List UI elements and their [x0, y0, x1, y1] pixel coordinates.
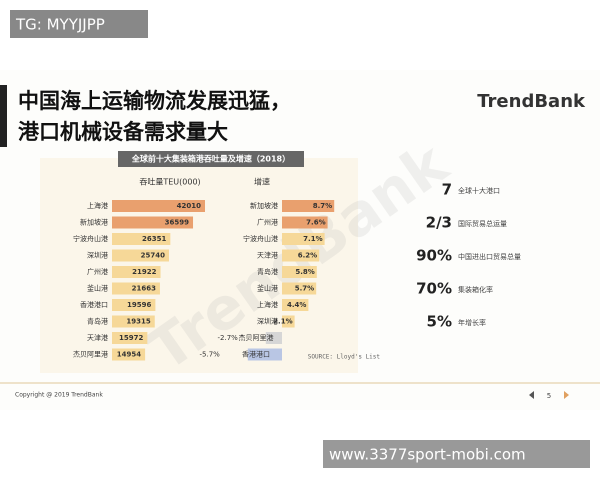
port-label: 新加坡港	[80, 218, 108, 227]
port-label: 上海港	[87, 201, 108, 210]
banner-text: www.3377sport-mobi.com	[329, 446, 526, 464]
bar	[112, 315, 155, 328]
bar	[282, 299, 309, 311]
value-label: 25740	[141, 252, 165, 260]
value-label: 15972	[119, 334, 143, 342]
stat-value: 70%	[416, 280, 452, 298]
bar	[112, 299, 156, 311]
bar	[282, 266, 317, 278]
column-header: 增速	[254, 177, 270, 187]
bar	[112, 348, 146, 361]
title-marker	[0, 85, 7, 147]
value-label: 7.6%	[306, 219, 325, 227]
bar	[112, 266, 161, 278]
title-line: 中国海上运输物流发展迅猛，	[18, 89, 291, 113]
value-label: 14954	[117, 351, 141, 359]
next-arrow[interactable]	[564, 391, 569, 399]
value-label: -2.7%	[217, 334, 238, 342]
value-label: 19315	[126, 318, 150, 326]
bar	[282, 315, 295, 328]
stat-text: 中国进出口贸易总量	[458, 252, 521, 261]
logo: TrendBank	[477, 91, 586, 112]
prev-arrow[interactable]	[529, 391, 534, 399]
chart-panel	[40, 158, 358, 373]
value-label: 36599	[165, 219, 189, 227]
port-label: 深圳港	[257, 317, 278, 326]
port-label: 香港港口	[80, 300, 108, 309]
value-label: 5.8%	[295, 268, 314, 276]
port-label: 天津港	[87, 333, 108, 342]
stat-text: 年增长率	[458, 318, 486, 327]
bar	[112, 332, 148, 344]
badge-text: TG: MYYJJPP	[15, 16, 105, 34]
value-label: 4.4%	[287, 301, 306, 309]
source: SOURCE: Lloyd's List	[308, 354, 381, 361]
bar	[282, 249, 320, 262]
bar	[112, 233, 171, 245]
stat-text: 全球十大港口	[458, 186, 500, 195]
column-header: 吞吐量TEU(000)	[139, 178, 200, 187]
value-label: 8.7%	[313, 202, 332, 210]
port-label: 上海港	[257, 300, 278, 309]
chart-title-bar	[118, 151, 304, 167]
bar	[112, 282, 160, 295]
port-label: 广州港	[257, 218, 278, 227]
stat-value: 5%	[427, 313, 452, 331]
port-label: 青岛港	[87, 317, 108, 326]
stat-value: 2/3	[426, 214, 452, 232]
bar	[112, 216, 194, 229]
bar	[282, 216, 328, 229]
value-label: 7.1%	[303, 235, 322, 243]
port-label: 香港港口	[242, 350, 270, 359]
title-line: 港口机械设备需求量大	[18, 120, 228, 144]
stat-value: 90%	[416, 247, 452, 265]
value-label: 26351	[142, 235, 166, 243]
port-label: 宁波舟山港	[243, 234, 278, 243]
badge	[10, 10, 148, 38]
bar	[282, 233, 325, 245]
stat-text: 集装箱化率	[458, 285, 493, 294]
bar	[282, 200, 335, 212]
port-label: 天津港	[257, 251, 278, 260]
copyright: Copyright @ 2019 TrendBank	[15, 392, 103, 399]
port-label: 新加坡港	[250, 201, 278, 210]
value-label: 2.1%	[273, 318, 292, 326]
port-label: 釜山港	[257, 284, 278, 293]
port-label: 杰贝阿里港	[239, 333, 274, 342]
port-label: 广州港	[87, 267, 108, 276]
value-label: 21663	[132, 285, 156, 293]
value-label: 5.7%	[295, 285, 314, 293]
port-label: 杰贝阿里港	[73, 350, 108, 359]
bar	[112, 200, 205, 212]
port-label: 青岛港	[257, 267, 278, 276]
page-number: 5	[547, 392, 551, 400]
value-label: 42010	[177, 202, 201, 210]
bar	[265, 332, 282, 344]
bar	[112, 249, 169, 262]
bar	[282, 282, 317, 295]
port-label: 深圳港	[87, 251, 108, 260]
chart-title: 全球前十大集装箱港吞吐量及增速（2018）	[131, 154, 290, 164]
bar	[247, 348, 282, 361]
value-label: 21922	[132, 268, 156, 276]
value-label: -5.7%	[199, 351, 220, 359]
value-label: 6.2%	[298, 252, 317, 260]
port-label: 釜山港	[87, 284, 108, 293]
banner	[323, 440, 590, 468]
stat-text: 国际贸易总运量	[458, 219, 507, 228]
value-label: 19596	[127, 301, 151, 309]
port-label: 宁波舟山港	[73, 234, 108, 243]
stat-value: 7	[442, 181, 452, 199]
